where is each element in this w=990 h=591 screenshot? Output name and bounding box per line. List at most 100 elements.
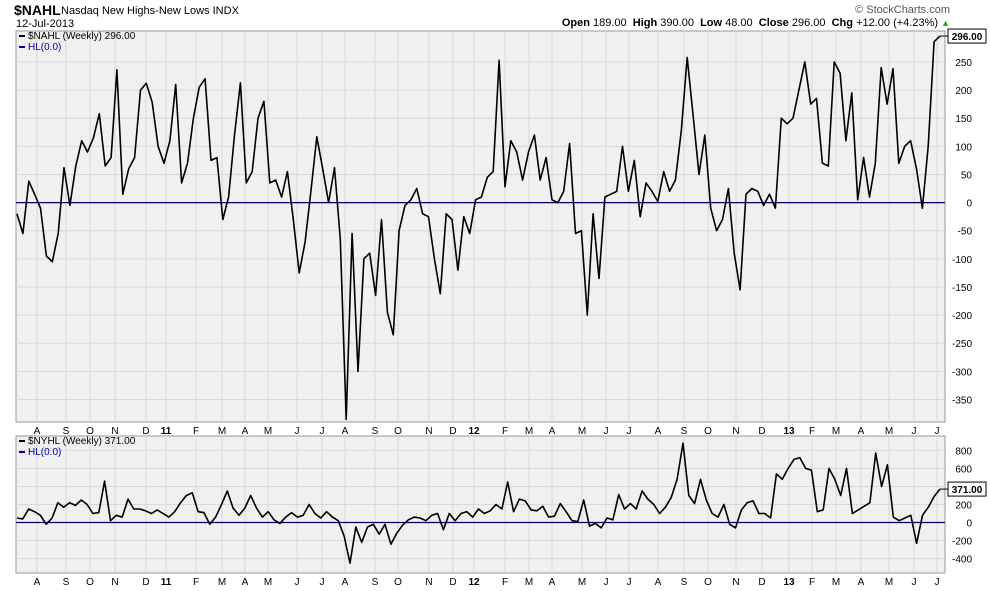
- x-tick-label: M: [832, 426, 840, 437]
- x-tick-label: J: [627, 577, 632, 588]
- chart-panels: 250 200 150 100 50 0 -50 -100 -150 -200 -250 -300 -3…: [15, 28, 987, 574]
- x-tick-label: A: [342, 426, 349, 437]
- y-tick-label: 150: [955, 114, 972, 125]
- x-tick-label: J: [295, 426, 300, 437]
- y-tick-label: -300: [952, 367, 972, 378]
- x-tick-label: N: [111, 426, 118, 437]
- x-tick-label: A: [858, 426, 865, 437]
- x-tick-label: A: [342, 577, 349, 588]
- x-tick-label: J: [320, 577, 325, 588]
- x-tick-label: O: [86, 426, 94, 437]
- y-tick-label: 100: [955, 142, 972, 153]
- x-tick-label: 11: [161, 577, 172, 588]
- legend-label: HL(0.0): [28, 447, 61, 458]
- x-tick-label: D: [142, 577, 149, 588]
- series-line: [16, 35, 941, 421]
- x-tick-label: A: [34, 577, 41, 588]
- x-tick-label: 12: [468, 426, 480, 437]
- legend-label: HL(0.0): [28, 42, 61, 53]
- panel-background: [15, 30, 946, 423]
- x-tick-label: J: [627, 426, 632, 437]
- x-tick-label: M: [218, 577, 226, 588]
- x-tick-label: S: [681, 577, 688, 588]
- x-tick-label: 13: [783, 577, 795, 588]
- y-tick-label: 200: [955, 86, 972, 97]
- x-tick-label: D: [449, 577, 456, 588]
- x-tick-label: O: [394, 426, 402, 437]
- y-tick-label: -400: [952, 555, 972, 566]
- x-tick-label: N: [111, 577, 118, 588]
- x-tick-label: S: [63, 577, 70, 588]
- x-tick-label: S: [372, 577, 379, 588]
- y-tick-label: 250: [955, 58, 972, 69]
- legend-label: $NYHL (Weekly) 371.00: [28, 436, 136, 447]
- x-tick-label: A: [858, 577, 865, 588]
- x-tick-label: J: [604, 426, 609, 437]
- x-tick-label: N: [732, 426, 739, 437]
- x-tick-label: N: [425, 426, 432, 437]
- y-tick-label: 600: [955, 464, 972, 475]
- series-line: [16, 442, 941, 564]
- x-tick-label: M: [525, 577, 533, 588]
- low-value: 48.00: [725, 17, 753, 29]
- high-value: 390.00: [660, 17, 694, 29]
- y-tick-label: -200: [952, 537, 972, 548]
- x-tick-label: A: [549, 426, 556, 437]
- x-tick-label: F: [193, 426, 199, 437]
- y-tick-label: -200: [952, 311, 972, 322]
- chart-panel-1: 250 200 150 100 50 0 -50 -100 -150 -200 -250 -300 -3…: [15, 28, 987, 423]
- x-tick-label: S: [681, 426, 688, 437]
- low-label: Low: [700, 17, 723, 29]
- x-tick-label: N: [425, 577, 432, 588]
- x-tick-label: M: [885, 577, 893, 588]
- x-tick-label: S: [372, 426, 379, 437]
- up-arrow-icon: ▲: [941, 18, 950, 28]
- brand-watermark[interactable]: © StockCharts.com: [855, 4, 950, 16]
- high-label: High: [632, 17, 658, 29]
- last-value-box: [947, 481, 987, 497]
- ohlc-readout: Open 189.00 High 390.00 Low 48.00 Close …: [562, 17, 950, 29]
- y-tick-label: 0: [966, 519, 972, 530]
- x-tick-label: N: [732, 577, 739, 588]
- instrument-name: Nasdaq New Highs-New Lows: [61, 5, 210, 17]
- x-tick-label: J: [320, 426, 325, 437]
- chart-symbol: $NAHL: [14, 2, 61, 18]
- x-tick-label: D: [758, 577, 765, 588]
- x-tick-label: D: [142, 426, 149, 437]
- x-tick-label: J: [935, 426, 940, 437]
- x-tick-label: J: [295, 577, 300, 588]
- last-value-label: 296.00: [952, 32, 983, 43]
- x-tick-label: 11: [161, 426, 172, 437]
- y-tick-label: 0: [966, 199, 972, 210]
- x-tick-label: O: [86, 577, 94, 588]
- y-tick-label: 50: [961, 170, 973, 181]
- chart-date: 12-Jul-2013: [16, 18, 75, 30]
- legend-label: $NAHL (Weekly) 296.00: [28, 31, 136, 42]
- x-tick-label: A: [242, 426, 249, 437]
- x-tick-label: M: [525, 426, 533, 437]
- x-tick-label: M: [885, 426, 893, 437]
- chart-full-name: Nasdaq New Highs-New Lows INDX: [61, 5, 239, 17]
- x-axis: A S O N D 11 F M A M J J A S O N D 12 F M A M J J A S O N D 13 F M A M J J A…: [34, 426, 940, 588]
- chg-value: +12.00 (+4.23%): [856, 17, 939, 29]
- open-value: 189.00: [593, 17, 627, 29]
- x-tick-label: M: [578, 426, 586, 437]
- y-tick-label: 800: [955, 446, 972, 457]
- x-tick-label: M: [264, 577, 272, 588]
- close-label: Close: [758, 17, 789, 29]
- x-tick-label: A: [655, 577, 662, 588]
- x-tick-label: D: [449, 426, 456, 437]
- x-tick-label: D: [758, 426, 765, 437]
- last-value-box: [947, 28, 987, 44]
- x-tick-label: 12: [468, 577, 480, 588]
- x-tick-label: A: [655, 426, 662, 437]
- x-tick-label: F: [502, 426, 508, 437]
- y-tick-label: -100: [952, 255, 972, 266]
- x-tick-label: J: [912, 577, 917, 588]
- x-tick-label: M: [578, 577, 586, 588]
- x-tick-label: M: [218, 426, 226, 437]
- y-tick-label: -250: [952, 339, 972, 350]
- x-tick-label: F: [502, 577, 508, 588]
- x-tick-label: J: [935, 577, 940, 588]
